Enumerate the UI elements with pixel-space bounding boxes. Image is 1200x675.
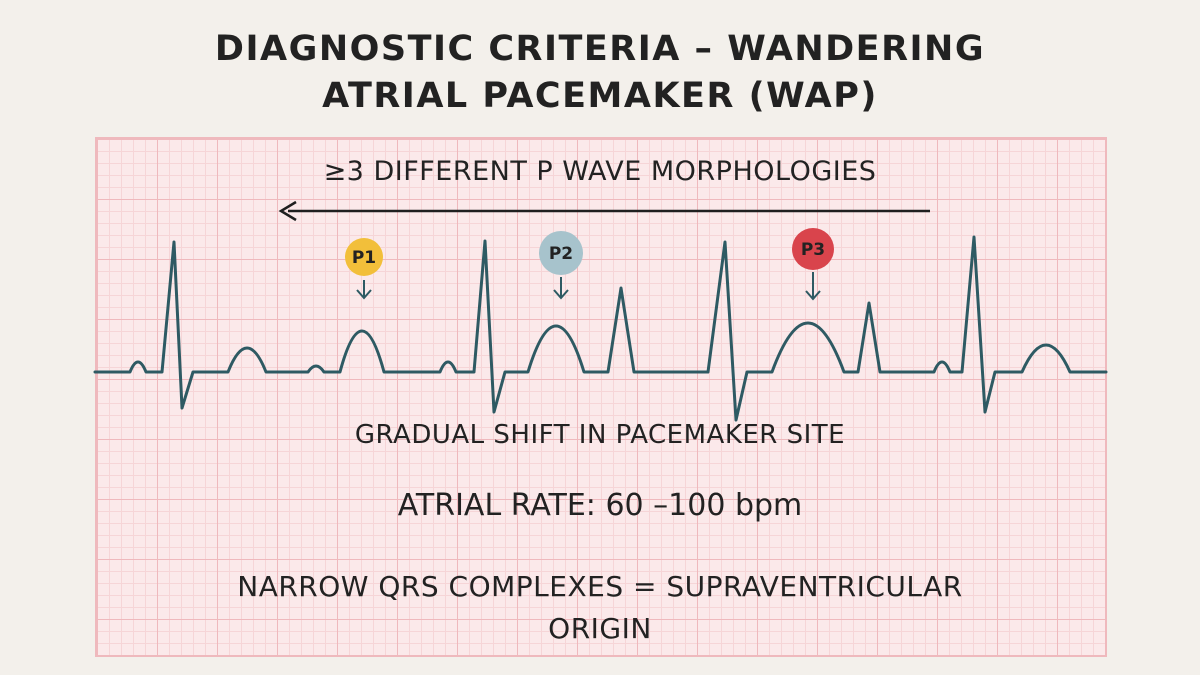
narrow-qrs-label: NARROW QRS COMPLEXES = SUPRAVENTRICULAR …: [0, 566, 1200, 650]
p2-badge: [539, 231, 583, 275]
page-title: DIAGNOSTIC CRITERIA – WANDERING ATRIAL P…: [0, 26, 1200, 120]
narrow-qrs-line-1: NARROW QRS COMPLEXES = SUPRAVENTRICULAR: [237, 570, 963, 603]
p3-badge: [792, 228, 834, 270]
p-wave-marker-2: P2: [539, 231, 583, 300]
direction-arrow: [278, 200, 930, 222]
page-title-line-1: DIAGNOSTIC CRITERIA – WANDERING: [214, 29, 986, 69]
p-wave-marker-1: P1: [345, 238, 383, 300]
p3-pointer-arrow: [805, 290, 821, 301]
p1-badge: [345, 238, 383, 276]
p1-label: P1: [352, 248, 376, 268]
gradual-shift-label: GRADUAL SHIFT IN PACEMAKER SITE: [354, 420, 846, 450]
p1-pointer-arrow: [356, 289, 372, 300]
p-wave-marker-3: P3: [792, 228, 834, 301]
ecg-grid-panel: [95, 137, 1107, 657]
page-title-line-2: ATRIAL PACEMAKER (WAP): [322, 76, 878, 116]
p3-label: P3: [801, 240, 825, 260]
p2-label: P2: [549, 244, 573, 264]
p-wave-morphologies-label: ≥3 DIFFERENT P WAVE MORPHOLOGIES: [323, 156, 877, 187]
atrial-rate-label: ATRIAL RATE: 60 –100 bpm: [397, 488, 803, 523]
ecg-trace: [93, 235, 1108, 422]
p2-pointer-arrow: [553, 289, 569, 300]
narrow-qrs-line-2: ORIGIN: [548, 612, 652, 645]
